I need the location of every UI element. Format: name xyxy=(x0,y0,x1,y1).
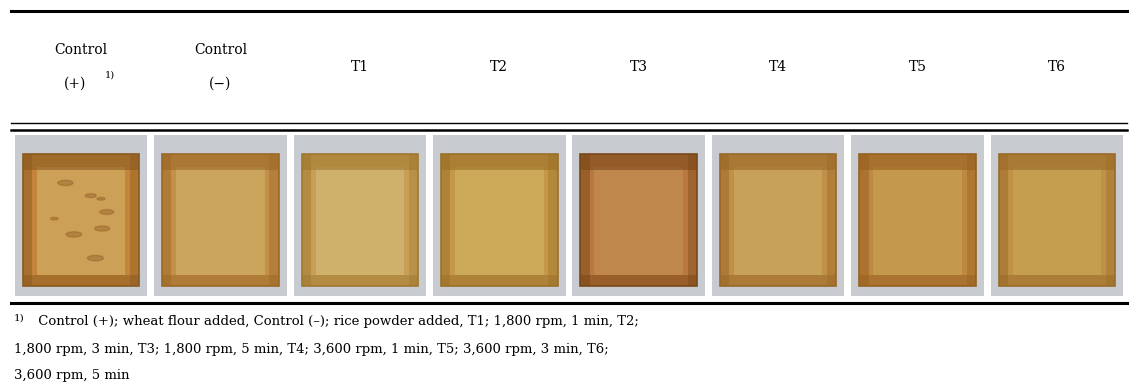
Bar xyxy=(572,135,704,296)
Circle shape xyxy=(85,194,97,197)
Bar xyxy=(176,167,265,276)
Bar xyxy=(23,154,32,286)
Bar xyxy=(719,276,836,286)
Bar xyxy=(851,135,983,296)
Bar xyxy=(580,154,698,170)
Text: T3: T3 xyxy=(629,60,648,74)
Bar xyxy=(23,154,140,286)
Bar xyxy=(440,154,558,286)
Text: T1: T1 xyxy=(351,60,369,74)
Bar xyxy=(162,276,279,286)
Bar xyxy=(998,154,1008,286)
Bar xyxy=(687,154,698,286)
Text: 1): 1) xyxy=(105,70,115,80)
Bar xyxy=(580,154,698,286)
Bar xyxy=(440,276,558,286)
Bar xyxy=(36,167,125,276)
Bar xyxy=(440,154,558,170)
Bar xyxy=(1013,167,1102,276)
Bar xyxy=(873,167,962,276)
Bar xyxy=(712,135,844,296)
Text: Control: Control xyxy=(55,43,108,57)
Text: 1): 1) xyxy=(14,313,24,323)
Bar xyxy=(270,154,279,286)
Bar xyxy=(23,276,140,286)
Bar xyxy=(998,154,1115,170)
Circle shape xyxy=(100,210,114,214)
Text: T6: T6 xyxy=(1048,60,1066,74)
Bar xyxy=(859,154,868,286)
Text: Control (+); wheat flour added, Control (–); rice powder added, T1; 1,800 rpm, 1: Control (+); wheat flour added, Control … xyxy=(34,315,640,328)
Text: T5: T5 xyxy=(908,60,926,74)
Bar xyxy=(294,135,426,296)
Bar xyxy=(719,154,729,286)
Bar xyxy=(859,154,976,170)
Bar xyxy=(162,154,279,286)
Bar xyxy=(302,154,419,170)
Bar xyxy=(859,154,976,286)
Text: (−): (−) xyxy=(209,77,232,91)
Bar xyxy=(719,154,836,170)
Bar xyxy=(594,167,683,276)
Bar xyxy=(315,167,404,276)
Bar xyxy=(155,135,287,296)
Bar xyxy=(580,154,589,286)
Bar xyxy=(130,154,140,286)
Bar xyxy=(162,154,172,286)
Bar xyxy=(409,154,419,286)
Bar xyxy=(734,167,823,276)
Bar xyxy=(998,154,1115,286)
Circle shape xyxy=(58,180,73,185)
Bar xyxy=(302,154,419,286)
Bar xyxy=(15,135,148,296)
Bar xyxy=(23,154,140,170)
Circle shape xyxy=(50,217,58,220)
Bar xyxy=(719,154,836,286)
Circle shape xyxy=(94,226,109,231)
Bar xyxy=(440,154,451,286)
Bar xyxy=(859,276,976,286)
Bar xyxy=(966,154,976,286)
Text: 1,800 rpm, 3 min, T3; 1,800 rpm, 5 min, T4; 3,600 rpm, 1 min, T5; 3,600 rpm, 3 m: 1,800 rpm, 3 min, T3; 1,800 rpm, 5 min, … xyxy=(14,342,609,356)
Bar xyxy=(302,276,419,286)
Bar xyxy=(1106,154,1115,286)
Bar xyxy=(990,135,1123,296)
Text: 3,600 rpm, 5 min: 3,600 rpm, 5 min xyxy=(14,369,129,382)
Bar xyxy=(827,154,836,286)
Circle shape xyxy=(88,255,104,261)
Bar xyxy=(432,135,566,296)
Bar xyxy=(455,167,544,276)
Bar xyxy=(549,154,558,286)
Text: (+): (+) xyxy=(64,77,86,91)
Bar xyxy=(580,276,698,286)
Circle shape xyxy=(97,197,105,200)
Bar xyxy=(998,276,1115,286)
Text: T2: T2 xyxy=(490,60,509,74)
Bar xyxy=(302,154,311,286)
Text: Control: Control xyxy=(193,43,247,57)
Circle shape xyxy=(66,232,82,237)
Bar xyxy=(162,154,279,170)
Text: T4: T4 xyxy=(769,60,787,74)
